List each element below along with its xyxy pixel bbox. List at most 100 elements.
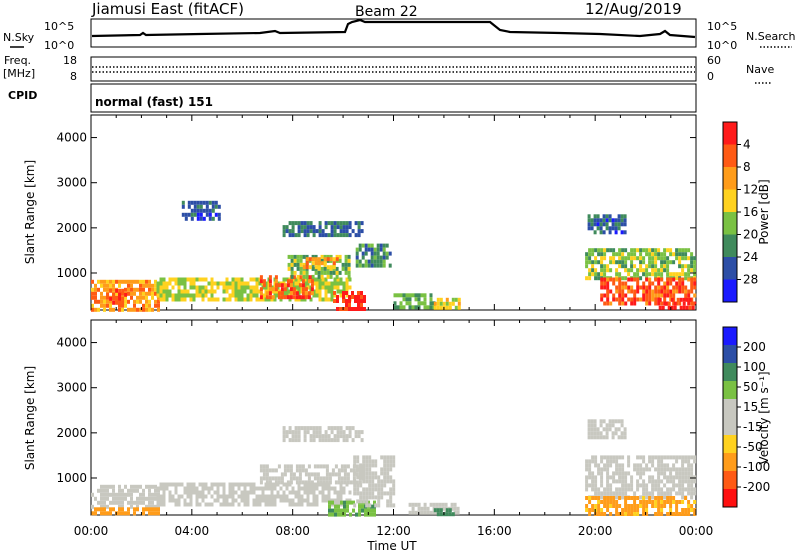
- power-cell: [307, 291, 311, 296]
- velocity-cell: [657, 479, 661, 484]
- power-cell: [342, 221, 346, 226]
- velocity-cell: [355, 512, 358, 517]
- power-cell: [94, 287, 97, 292]
- velocity-cell: [600, 495, 604, 500]
- power-cell: [597, 276, 601, 281]
- power-cell: [267, 297, 271, 302]
- nave-label: Nave: [746, 63, 774, 76]
- power-colorbar-swatch: [723, 257, 737, 280]
- velocity-cell: [328, 472, 332, 477]
- velocity-cell: [642, 508, 646, 512]
- velocity-cell: [600, 500, 604, 504]
- power-cell: [633, 252, 637, 257]
- velocity-cell: [276, 490, 280, 495]
- power-cell: [183, 277, 187, 282]
- power-cell: [314, 270, 318, 275]
- power-cell: [339, 307, 342, 311]
- velocity-cell: [392, 455, 396, 460]
- power-cell: [651, 268, 655, 273]
- power-cell: [420, 301, 424, 306]
- velocity-cell: [660, 471, 664, 476]
- power-cell: [621, 297, 625, 302]
- power-cell: [177, 297, 181, 302]
- power-cell: [691, 301, 695, 306]
- power-cell: [408, 293, 412, 298]
- velocity-cell: [228, 486, 232, 491]
- velocity-cell: [183, 502, 187, 507]
- power-cell: [654, 289, 658, 294]
- velocity-cell: [585, 467, 589, 472]
- power-cell: [688, 305, 692, 310]
- power-cell: [645, 272, 649, 277]
- velocity-cell: [109, 507, 112, 512]
- power-cell: [264, 297, 268, 302]
- velocity-cell: [356, 487, 360, 492]
- power-cell: [636, 285, 640, 290]
- power-cell: [660, 293, 664, 298]
- power-cell: [310, 287, 314, 292]
- velocity-cell: [219, 502, 223, 507]
- velocity-cell: [270, 486, 274, 491]
- velocity-cell: [599, 435, 603, 440]
- velocity-cell: [261, 486, 265, 491]
- velocity-cell: [639, 483, 643, 488]
- velocity-cell: [371, 491, 375, 496]
- power-cell: [624, 276, 628, 281]
- velocity-cell: [420, 506, 424, 511]
- power-cell: [347, 274, 351, 279]
- power-cell: [618, 293, 622, 298]
- power-cell: [399, 305, 403, 310]
- power-cell: [588, 252, 592, 257]
- velocity-cell: [621, 471, 625, 476]
- power-cell: [318, 277, 322, 282]
- velocity-cell: [321, 490, 325, 495]
- power-cell: [669, 260, 673, 265]
- velocity-cell: [198, 494, 202, 499]
- power-cell: [651, 256, 655, 261]
- velocity-cell: [195, 490, 199, 495]
- velocity-cell: [591, 455, 595, 460]
- velocity-cell: [228, 482, 232, 487]
- velocity-cell: [345, 434, 349, 439]
- power-cell: [358, 243, 362, 248]
- velocity-cell: [368, 479, 372, 484]
- velocity-cell: [316, 472, 320, 477]
- power-cell: [323, 266, 327, 271]
- velocity-cell: [687, 479, 691, 484]
- velocity-cell: [315, 426, 319, 431]
- velocity-cell: [225, 502, 229, 507]
- power-cell: [630, 248, 634, 253]
- velocity-cell: [340, 480, 344, 485]
- power-cell: [205, 208, 209, 213]
- power-cell: [280, 295, 284, 300]
- power-cell: [621, 248, 625, 253]
- velocity-cell: [621, 512, 625, 516]
- power-cell: [289, 283, 293, 288]
- power-cell: [268, 283, 272, 288]
- velocity-cell: [669, 500, 673, 504]
- velocity-cell: [368, 475, 372, 480]
- power-cell: [317, 257, 321, 262]
- power-cell: [303, 297, 307, 302]
- velocity-cell: [273, 502, 277, 507]
- velocity-cell: [282, 482, 286, 487]
- velocity-cell: [392, 487, 396, 492]
- power-colorbar-tick-label: 16: [743, 205, 758, 219]
- power-cell: [151, 307, 154, 312]
- velocity-cell: [291, 438, 295, 443]
- velocity-cell: [216, 498, 220, 503]
- power-cell: [678, 289, 682, 294]
- velocity-cell: [678, 500, 682, 504]
- power-cell: [651, 272, 655, 277]
- power-cell: [597, 272, 601, 277]
- velocity-cell: [292, 472, 296, 477]
- velocity-cell: [660, 504, 664, 508]
- power-cell: [373, 255, 377, 260]
- velocity-cell: [362, 459, 366, 464]
- power-cell: [667, 305, 671, 310]
- velocity-cell: [174, 482, 178, 487]
- power-cell: [693, 285, 697, 290]
- velocity-ytick-label: 4000: [56, 336, 87, 350]
- velocity-cell: [130, 496, 133, 501]
